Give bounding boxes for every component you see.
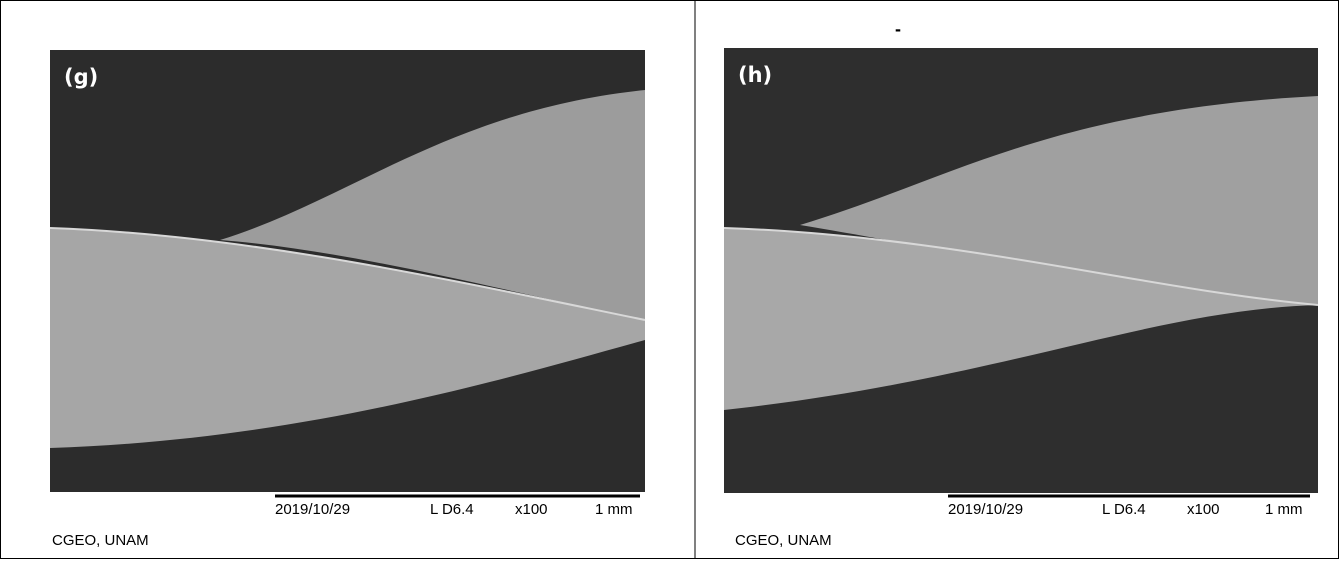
- scale: 1 mm: [595, 501, 633, 518]
- mode: L D6.4: [1102, 501, 1146, 518]
- magnification: x100: [515, 501, 548, 518]
- magnification: x100: [1187, 501, 1220, 518]
- figure: (g) 2019/10/29 L D6.4 x100 1 mm CGEO, UN…: [0, 0, 1339, 559]
- mode: L D6.4: [430, 501, 474, 518]
- date: 2019/10/29: [948, 501, 1023, 518]
- scale: 1 mm: [1265, 501, 1303, 518]
- panel-label: (g): [64, 65, 98, 89]
- panel-label: (h): [738, 63, 772, 87]
- panel-h: - (h) 2019/10/29 L D6.4 x100 1 mm CGEO, …: [724, 19, 1318, 549]
- credit: CGEO, UNAM: [735, 532, 832, 549]
- panel-g: (g) 2019/10/29 L D6.4 x100 1 mm CGEO, UN…: [50, 50, 645, 549]
- mark: -: [895, 19, 901, 39]
- credit: CGEO, UNAM: [52, 532, 149, 549]
- date: 2019/10/29: [275, 501, 350, 518]
